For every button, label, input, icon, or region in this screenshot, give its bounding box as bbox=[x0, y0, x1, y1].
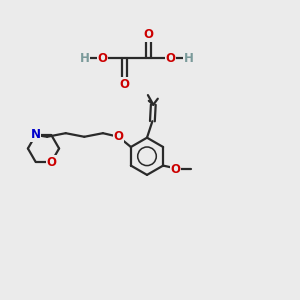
Text: O: O bbox=[98, 52, 108, 65]
Text: O: O bbox=[119, 77, 130, 91]
Text: H: H bbox=[80, 52, 89, 65]
Text: O: O bbox=[113, 130, 124, 143]
Text: N: N bbox=[31, 128, 41, 142]
Text: O: O bbox=[46, 155, 56, 169]
Text: O: O bbox=[143, 28, 154, 41]
Text: O: O bbox=[165, 52, 176, 65]
Text: H: H bbox=[184, 52, 193, 65]
Text: O: O bbox=[171, 163, 181, 176]
